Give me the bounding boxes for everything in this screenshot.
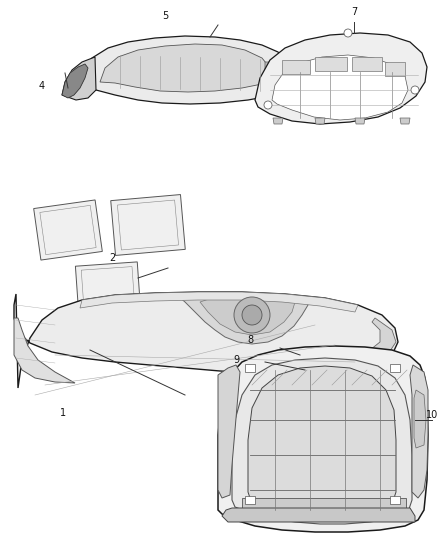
Polygon shape bbox=[232, 358, 412, 524]
Polygon shape bbox=[14, 292, 398, 388]
Circle shape bbox=[234, 297, 270, 333]
Polygon shape bbox=[265, 62, 278, 72]
Text: 2: 2 bbox=[109, 253, 115, 263]
Polygon shape bbox=[111, 195, 185, 255]
Text: 4: 4 bbox=[39, 81, 45, 91]
Polygon shape bbox=[255, 33, 427, 124]
Circle shape bbox=[344, 29, 352, 37]
Polygon shape bbox=[400, 118, 410, 124]
Polygon shape bbox=[370, 318, 396, 360]
Circle shape bbox=[411, 86, 419, 94]
Polygon shape bbox=[14, 318, 75, 383]
Polygon shape bbox=[248, 366, 396, 515]
Polygon shape bbox=[34, 200, 102, 260]
Polygon shape bbox=[414, 390, 426, 448]
Polygon shape bbox=[273, 118, 283, 124]
Polygon shape bbox=[272, 55, 408, 120]
Polygon shape bbox=[200, 294, 295, 335]
Polygon shape bbox=[385, 62, 405, 76]
Text: 5: 5 bbox=[162, 11, 168, 21]
Polygon shape bbox=[78, 36, 292, 104]
Polygon shape bbox=[390, 496, 400, 504]
Polygon shape bbox=[242, 498, 406, 508]
Polygon shape bbox=[178, 293, 308, 344]
Polygon shape bbox=[315, 57, 347, 71]
Polygon shape bbox=[222, 508, 415, 522]
Polygon shape bbox=[245, 364, 255, 372]
Circle shape bbox=[242, 305, 262, 325]
Polygon shape bbox=[410, 365, 428, 498]
Polygon shape bbox=[352, 57, 382, 71]
Text: 1: 1 bbox=[60, 408, 66, 418]
Polygon shape bbox=[62, 57, 96, 100]
Polygon shape bbox=[282, 60, 310, 74]
Circle shape bbox=[264, 101, 272, 109]
Polygon shape bbox=[245, 496, 255, 504]
Polygon shape bbox=[75, 262, 141, 314]
Polygon shape bbox=[218, 365, 240, 498]
Polygon shape bbox=[390, 364, 400, 372]
Polygon shape bbox=[218, 346, 428, 532]
Text: 7: 7 bbox=[351, 7, 357, 17]
Polygon shape bbox=[283, 63, 298, 98]
Polygon shape bbox=[355, 118, 365, 124]
Polygon shape bbox=[80, 292, 358, 312]
Polygon shape bbox=[62, 64, 88, 98]
Text: 9: 9 bbox=[233, 355, 239, 365]
Text: 10: 10 bbox=[426, 410, 438, 420]
Polygon shape bbox=[315, 118, 325, 124]
Polygon shape bbox=[100, 44, 270, 92]
Text: 8: 8 bbox=[247, 335, 253, 345]
